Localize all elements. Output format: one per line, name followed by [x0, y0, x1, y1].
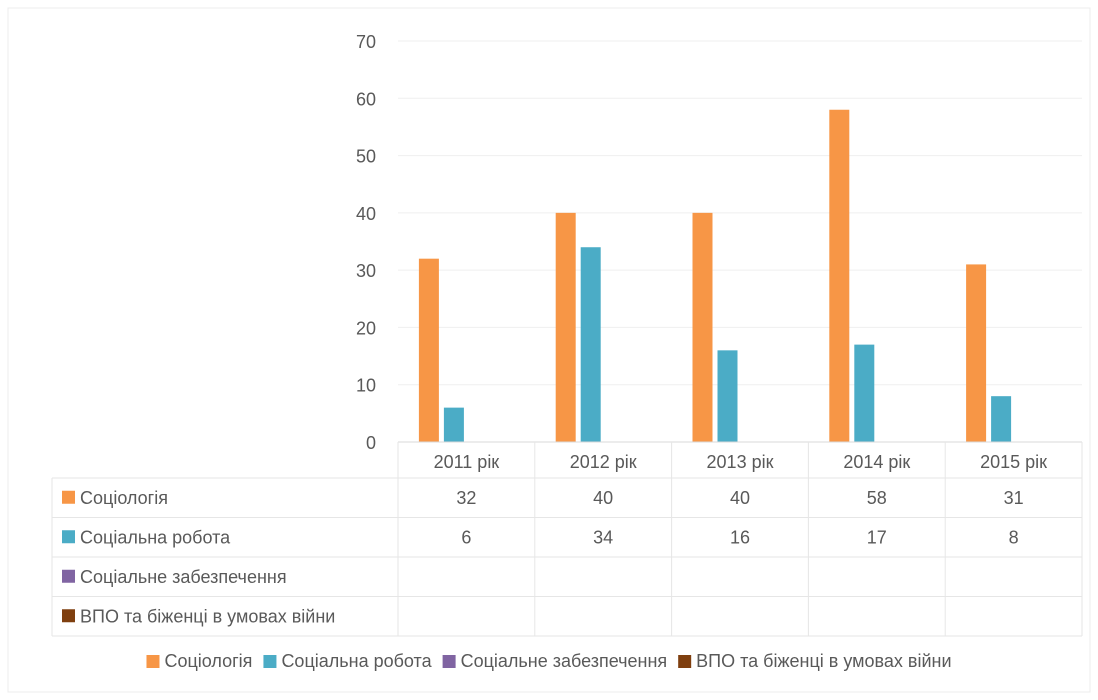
- legend-key: [442, 655, 456, 668]
- legend-key: [263, 655, 277, 668]
- legend: Соціологія Соціальна робота Соціальне забе…: [146, 651, 952, 671]
- table-legend-key: [62, 569, 75, 583]
- data-label: 40: [730, 488, 750, 508]
- data-label: 17: [867, 527, 887, 547]
- bar: [854, 344, 875, 442]
- data-label: 32: [456, 488, 476, 508]
- table-row-label: Соціальне забезпечення: [80, 567, 287, 587]
- bar: [717, 350, 738, 442]
- data-label: 8: [1009, 527, 1019, 547]
- y-tick-label: 40: [356, 204, 376, 224]
- y-tick-label: 50: [356, 147, 376, 167]
- data-label: 31: [1004, 488, 1024, 508]
- table-row-label: Соціальна робота: [80, 527, 231, 547]
- bars: [418, 109, 1012, 442]
- legend-label: Соціологія: [164, 651, 252, 671]
- data-label: 6: [461, 527, 471, 547]
- bar: [991, 396, 1012, 442]
- y-axis: 0 10 20 30 40 50 60 70: [356, 32, 376, 453]
- bar: [966, 264, 987, 442]
- x-tick-label: 2013 рік: [707, 452, 774, 472]
- y-tick-label: 20: [356, 318, 376, 338]
- y-tick-label: 70: [356, 32, 376, 52]
- chart-frame: [7, 7, 1091, 693]
- x-tick-label: 2015 рік: [980, 452, 1047, 472]
- x-tick-label: 2012 рік: [570, 452, 637, 472]
- data-label: 40: [593, 488, 613, 508]
- data-label: 58: [867, 488, 887, 508]
- y-tick-label: 30: [356, 261, 376, 281]
- y-tick-label: 0: [366, 433, 376, 453]
- table-row-label: ВПО та біженці в умовах війни: [80, 606, 335, 626]
- table-legend-key: [62, 490, 75, 504]
- legend-key: [678, 655, 692, 668]
- x-tick-label: 2011 рік: [434, 452, 500, 472]
- legend-label: Соціальна робота: [281, 651, 432, 671]
- bar: [829, 109, 850, 442]
- legend-label: ВПО та біженці в умовах війни: [696, 651, 951, 671]
- bar: [580, 247, 601, 442]
- data-table: 2011 рік 2012 рік 2013 рік 2014 рік 2015 рік…: [51, 441, 1083, 637]
- x-tick-label: 2014 рік: [843, 452, 910, 472]
- gridlines: [398, 40, 1082, 386]
- bar: [555, 212, 576, 442]
- legend-label: Соціальне забезпечення: [461, 651, 668, 671]
- bar: [692, 212, 713, 442]
- y-tick-label: 60: [356, 89, 376, 109]
- legend-key: [146, 655, 160, 668]
- table-legend-key: [62, 609, 75, 623]
- bar: [418, 258, 439, 442]
- data-label: 16: [730, 527, 750, 547]
- y-tick-label: 10: [356, 376, 376, 396]
- table-legend-key: [62, 530, 75, 544]
- data-label: 34: [593, 527, 613, 547]
- bar: [443, 407, 464, 442]
- table-row-label: Соціологія: [80, 488, 168, 508]
